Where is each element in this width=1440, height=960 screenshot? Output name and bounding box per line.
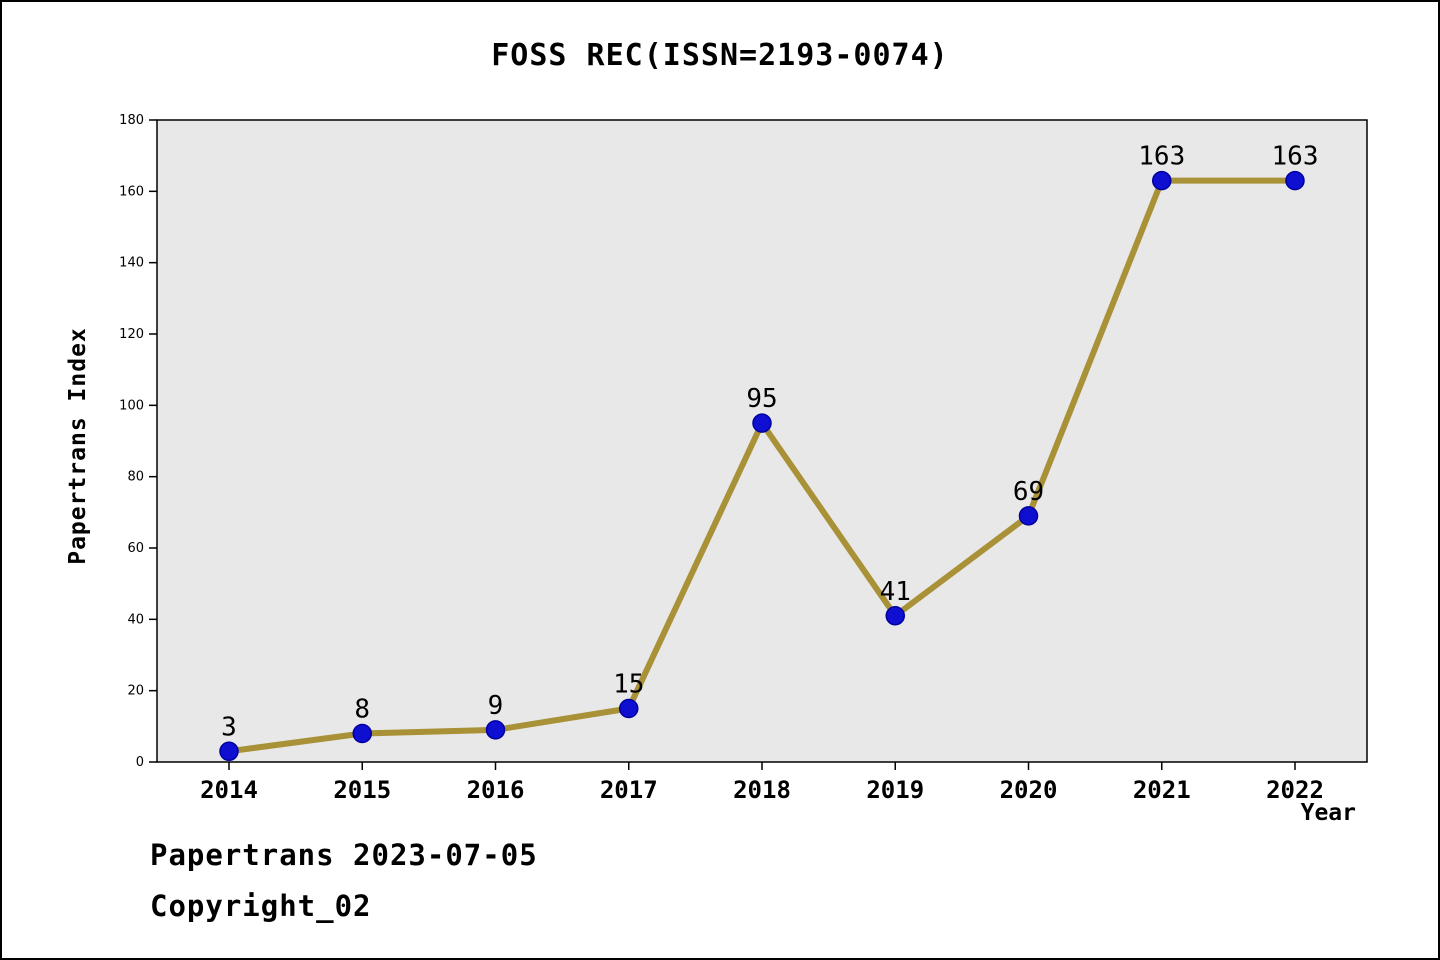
x-tick-label: 2020	[1000, 776, 1058, 804]
data-label: 95	[746, 384, 777, 414]
y-tick-label: 100	[119, 398, 144, 413]
data-label: 3	[221, 712, 237, 742]
y-tick-label: 120	[119, 327, 144, 342]
y-tick-label: 60	[127, 541, 144, 556]
x-tick-label: 2014	[200, 776, 258, 804]
data-point	[885, 606, 905, 626]
data-label: 15	[613, 670, 644, 700]
y-tick-label: 0	[136, 755, 144, 770]
x-tick-label: 2017	[600, 776, 658, 804]
data-label: 163	[1138, 142, 1185, 172]
data-point	[219, 741, 239, 762]
chart-title: FOSS REC(ISSN=2193-0074)	[491, 38, 949, 73]
data-label: 41	[880, 577, 911, 607]
footer-source-date: Papertrans 2023-07-05	[150, 838, 538, 872]
chart-footer: Papertrans 2023-07-05 Copyright_02	[150, 838, 538, 940]
data-point	[352, 723, 372, 744]
y-tick-label: 160	[119, 184, 144, 199]
x-tick-label: 2015	[333, 776, 391, 804]
x-tick-label: 2021	[1133, 776, 1191, 804]
data-label: 163	[1272, 142, 1319, 172]
x-axis-label: Year	[1300, 800, 1356, 826]
data-point	[752, 413, 772, 433]
data-point	[1018, 506, 1039, 526]
data-point	[485, 720, 506, 740]
y-tick-label: 80	[127, 470, 144, 485]
data-label: 9	[488, 691, 504, 721]
data-point	[1285, 170, 1305, 191]
footer-copyright: Copyright_02	[150, 889, 372, 923]
plot-area	[156, 119, 1368, 763]
x-tick-label: 2018	[733, 776, 791, 804]
x-tick-label: 2022	[1266, 776, 1324, 804]
data-label: 69	[1013, 477, 1044, 507]
x-tick-label: 2016	[467, 776, 525, 804]
y-tick-label: 20	[127, 684, 144, 699]
x-tick-label: 2019	[866, 776, 924, 804]
data-point	[619, 698, 639, 719]
y-tick-label: 140	[119, 256, 144, 271]
data-label: 8	[354, 694, 370, 724]
data-point	[1152, 170, 1172, 191]
y-axis-label: Papertrans Index	[65, 327, 91, 565]
y-tick-label: 180	[119, 113, 144, 128]
y-tick-label: 40	[127, 612, 144, 627]
